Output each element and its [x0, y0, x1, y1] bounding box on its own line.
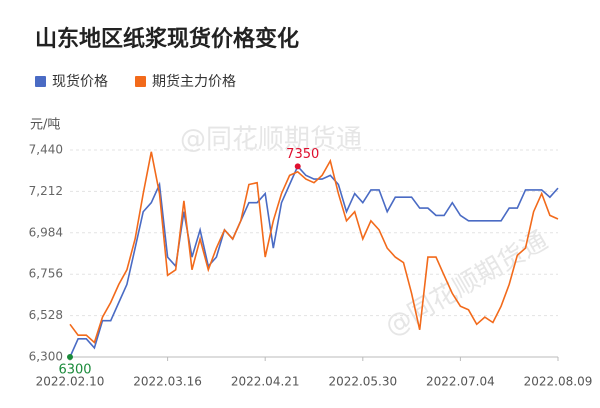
series-line [69, 164, 559, 358]
x-tick-label: 2022.07.04 [426, 375, 495, 389]
x-tick-label: 2022.08.09 [524, 375, 593, 389]
x-tick-label: 2022.02.10 [36, 375, 105, 389]
y-tick-label: 7,212 [29, 184, 63, 198]
y-tick-label: 6,300 [29, 350, 63, 364]
legend-swatch [35, 76, 46, 87]
legend-label: 期货主力价格 [152, 73, 236, 90]
point-label: 7350 [286, 147, 319, 162]
point-marker [67, 354, 73, 360]
y-tick-label: 6,756 [29, 267, 63, 281]
y-tick-label: 6,984 [29, 225, 63, 239]
x-tick-label: 2022.05.30 [328, 375, 397, 389]
y-tick-label: 6,528 [29, 308, 63, 322]
legend-label: 现货价格 [52, 73, 108, 90]
x-tick-label: 2022.04.21 [231, 375, 300, 389]
series-line [69, 151, 559, 344]
y-unit: 元/吨 [30, 118, 60, 133]
legend-swatch [135, 76, 146, 87]
x-tick-label: 2022.03.16 [133, 375, 202, 389]
point-marker [294, 163, 301, 170]
point-label: 6300 [58, 363, 91, 378]
chart-title: 山东地区纸浆现货价格变化 [35, 26, 299, 52]
y-tick-label: 7,440 [29, 143, 63, 157]
